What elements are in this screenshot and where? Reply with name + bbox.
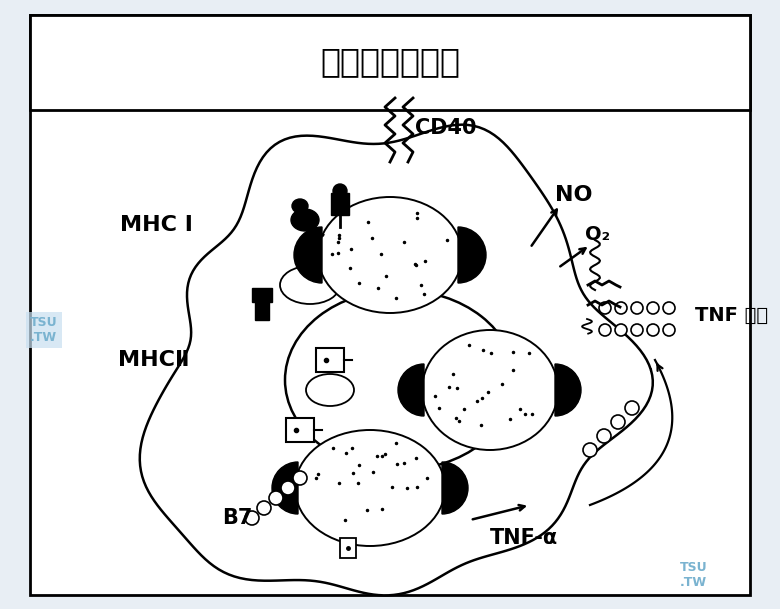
Wedge shape	[458, 227, 486, 283]
Text: NO: NO	[555, 185, 593, 205]
Bar	[252, 288, 272, 302]
Ellipse shape	[291, 209, 319, 231]
Circle shape	[599, 324, 611, 336]
Circle shape	[663, 324, 675, 336]
Ellipse shape	[306, 374, 354, 406]
Ellipse shape	[280, 266, 340, 304]
Circle shape	[333, 184, 347, 198]
Circle shape	[647, 302, 659, 314]
Circle shape	[663, 302, 675, 314]
Bar	[30, 15, 750, 110]
Circle shape	[269, 491, 283, 505]
Circle shape	[615, 324, 627, 336]
Circle shape	[281, 481, 295, 495]
Text: B7: B7	[222, 508, 253, 528]
Wedge shape	[272, 462, 298, 514]
Circle shape	[625, 401, 639, 415]
Text: CD40: CD40	[415, 118, 477, 138]
Ellipse shape	[318, 197, 462, 313]
Circle shape	[257, 501, 271, 515]
Ellipse shape	[292, 199, 308, 213]
Circle shape	[611, 415, 625, 429]
Wedge shape	[294, 227, 322, 283]
Text: 激活的巨噬细胞: 激活的巨噬细胞	[320, 46, 460, 79]
Wedge shape	[398, 364, 424, 416]
Text: TNF 受体: TNF 受体	[695, 306, 768, 325]
Circle shape	[583, 443, 597, 457]
Text: MHC I: MHC I	[120, 215, 193, 235]
Bar	[316, 348, 344, 372]
Circle shape	[293, 471, 307, 485]
Circle shape	[631, 324, 643, 336]
Circle shape	[245, 511, 259, 525]
Ellipse shape	[422, 330, 558, 450]
Ellipse shape	[295, 430, 445, 546]
Circle shape	[599, 302, 611, 314]
Bar	[331, 193, 349, 215]
Bar	[340, 538, 356, 558]
Circle shape	[647, 324, 659, 336]
Wedge shape	[442, 462, 468, 514]
Text: MHCⅡ: MHCⅡ	[118, 350, 190, 370]
Text: TSU
.TW: TSU .TW	[680, 561, 707, 589]
Text: TSU
.TW: TSU .TW	[30, 316, 58, 344]
Circle shape	[615, 302, 627, 314]
Circle shape	[597, 429, 611, 443]
Text: O₂: O₂	[585, 225, 610, 244]
Bar	[286, 418, 314, 442]
Bar	[255, 302, 269, 320]
Circle shape	[631, 302, 643, 314]
Text: TNF-α: TNF-α	[490, 528, 558, 548]
Polygon shape	[140, 125, 653, 596]
Ellipse shape	[285, 290, 515, 470]
Wedge shape	[555, 364, 581, 416]
